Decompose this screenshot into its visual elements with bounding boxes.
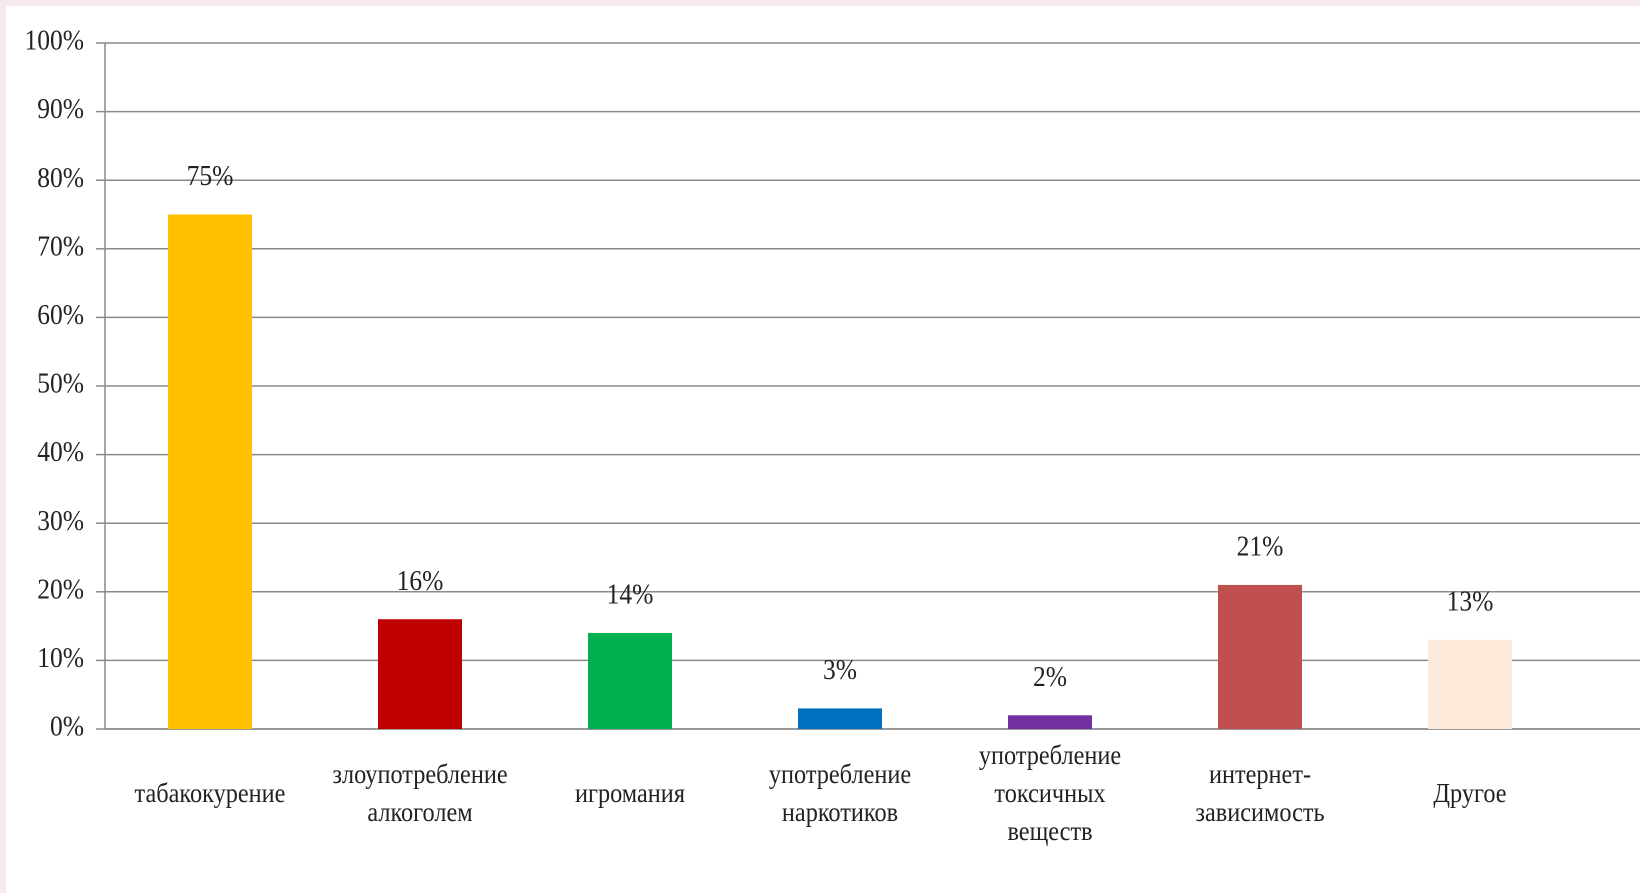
x-tick-label: Другое xyxy=(1433,778,1507,808)
bar xyxy=(588,632,672,729)
data-label: 3% xyxy=(823,654,857,686)
x-tick-label: интернет-зависимость xyxy=(1195,759,1325,827)
data-label: 2% xyxy=(1033,660,1067,692)
y-tick-label: 90% xyxy=(37,93,84,125)
bar xyxy=(1218,584,1302,729)
y-tick-label: 20% xyxy=(37,573,84,605)
y-tick-label: 60% xyxy=(37,299,84,331)
y-tick-label: 50% xyxy=(37,367,84,399)
bar xyxy=(378,619,462,729)
data-label: 16% xyxy=(397,564,444,596)
bar xyxy=(798,708,882,729)
chart: 0% 10% 20% 30% 40% 50% 60% 70% 80% 90% 100% 75% 16% 1… xyxy=(24,24,1640,742)
data-label: 14% xyxy=(607,578,654,610)
y-tick-label: 30% xyxy=(37,504,84,536)
chart-area: 0% 10% 20% 30% 40% 50% 60% 70% 80% 90% 100% 75% 16% 1… xyxy=(6,6,1640,893)
bar xyxy=(168,214,252,729)
bar xyxy=(1008,715,1092,729)
y-tick-label: 70% xyxy=(37,230,84,262)
y-tick-label: 10% xyxy=(37,642,84,674)
data-label: 75% xyxy=(187,160,234,192)
x-tick-label: злоупотребление алкоголем xyxy=(332,759,508,827)
y-tick-label: 40% xyxy=(37,436,84,468)
y-tick-label: 80% xyxy=(37,161,84,193)
y-tick-label: 0% xyxy=(50,710,84,742)
x-tick-label: употребление наркотиков xyxy=(768,759,912,827)
x-tick-label: игромания xyxy=(575,778,685,808)
x-tick-label: табакокурение xyxy=(134,778,286,808)
bar xyxy=(1428,639,1512,729)
data-label: 21% xyxy=(1237,530,1284,562)
x-tick-label: употребление токсичных веществ xyxy=(978,740,1122,846)
y-tick-label: 100% xyxy=(24,24,84,56)
data-label: 13% xyxy=(1447,585,1494,617)
